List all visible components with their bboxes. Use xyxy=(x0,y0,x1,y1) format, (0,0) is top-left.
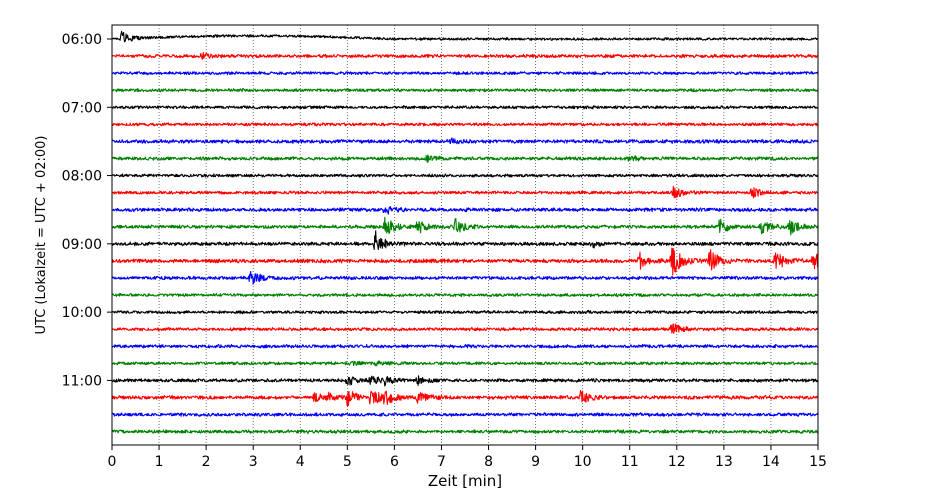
seismogram-trace xyxy=(111,323,819,335)
seismogram-trace xyxy=(111,137,819,145)
x-tick-label: 14 xyxy=(762,454,780,470)
plot-frame xyxy=(111,24,819,446)
y-tick-label: 06:00 xyxy=(62,32,102,48)
seismogram-trace xyxy=(111,173,819,178)
seismogram-trace xyxy=(111,360,819,367)
seismogram-trace xyxy=(111,71,819,76)
y-tick-label: 11:00 xyxy=(62,373,102,389)
seismogram-trace xyxy=(111,343,819,349)
x-tick-label: 8 xyxy=(484,454,493,470)
x-tick-label: 10 xyxy=(574,454,592,470)
seismogram-trace xyxy=(111,270,819,285)
x-tick-label: 9 xyxy=(531,454,540,470)
y-tick-label: 08:00 xyxy=(62,169,102,185)
seismogram-traces xyxy=(111,30,819,434)
x-tick-label: 3 xyxy=(249,454,258,470)
y-tick-label: 07:00 xyxy=(62,100,102,116)
seismogram-trace xyxy=(111,412,819,417)
x-tick-label: 13 xyxy=(715,454,733,470)
x-tick-label: 6 xyxy=(390,454,399,470)
y-tick-label: 10:00 xyxy=(62,305,102,321)
grid-lines xyxy=(158,25,772,445)
seismogram-trace xyxy=(111,292,819,298)
seismogram-trace xyxy=(111,52,819,60)
seismogram-trace xyxy=(111,429,819,434)
x-tick-label: 12 xyxy=(668,454,686,470)
x-tick-label: 5 xyxy=(343,454,352,470)
seismogram-trace xyxy=(111,389,819,407)
x-tick-label: 15 xyxy=(809,454,827,470)
seismogram-trace xyxy=(111,247,819,276)
seismogram-trace xyxy=(111,216,819,236)
seismogram-trace xyxy=(111,105,819,110)
x-tick-label: 2 xyxy=(202,454,211,470)
y-tick-label: 09:00 xyxy=(62,237,102,253)
seismogram-trace xyxy=(111,309,819,315)
x-tick-label: 0 xyxy=(108,454,117,470)
seismogram-trace xyxy=(111,375,819,387)
x-tick-label: 7 xyxy=(437,454,446,470)
x-tick-label: 11 xyxy=(621,454,639,470)
seismogram-trace xyxy=(111,206,819,215)
x-tick-label: 4 xyxy=(296,454,305,470)
x-axis-ticks: 0 1 2 3 4 5 6 7 8 9 10 11 12 13 14 15 xyxy=(108,445,827,470)
seismogram-trace xyxy=(111,230,819,250)
x-tick-label: 1 xyxy=(155,454,164,470)
y-axis-title: UTC (Lokalzeit = UTC + 02:00) xyxy=(34,136,49,335)
seismogram-trace xyxy=(111,185,819,199)
seismogram-trace xyxy=(111,30,819,43)
seismogram-trace xyxy=(111,88,819,93)
seismogram-trace xyxy=(111,122,819,127)
seismogram-trace xyxy=(111,154,819,163)
y-axis-ticks: 06:00 07:00 08:00 09:00 10:00 11:00 xyxy=(62,32,112,389)
x-axis-title: Zeit [min] xyxy=(428,472,502,490)
